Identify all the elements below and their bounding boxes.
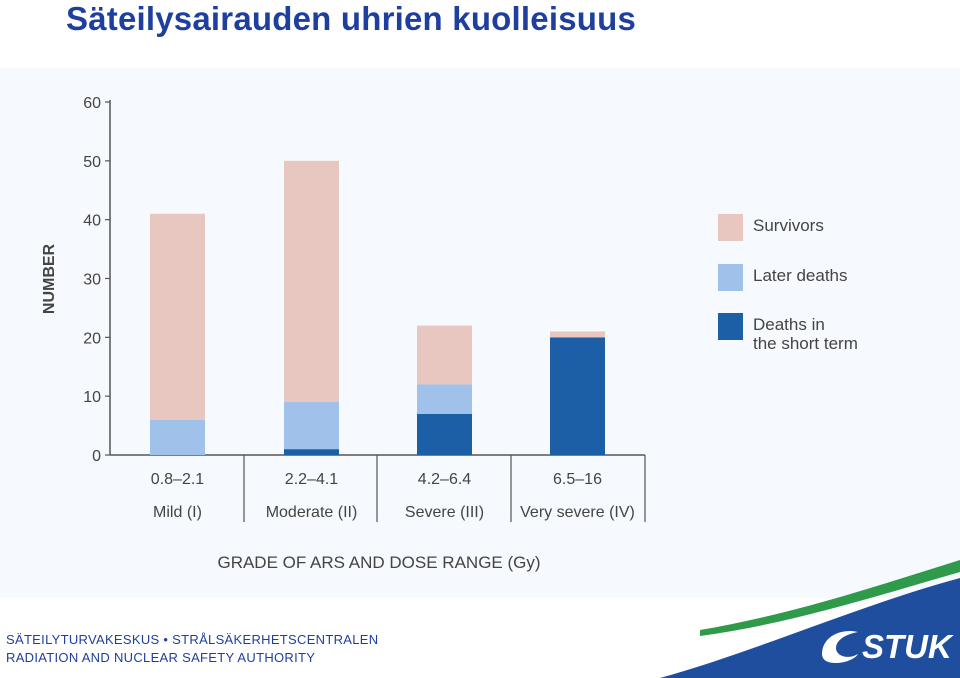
y-tick-label: 50 (83, 154, 101, 171)
bar-later-deaths (150, 419, 205, 455)
stacked-bar-chart: 0 10 20 30 40 50 60 NUMBER 0.8–2.1 Mild (I) 2.2–4.… (41, 95, 858, 572)
bar-short-term-deaths (550, 337, 605, 455)
legend-label: Later deaths (753, 266, 848, 285)
y-tick-label: 40 (83, 213, 101, 230)
legend-label: the short term (753, 334, 858, 353)
bar-survivors (284, 160, 339, 403)
footer-swoosh-green (700, 560, 960, 636)
category-dose-label: 4.2–6.4 (418, 471, 471, 488)
category-grade-label: Very severe (IV) (520, 504, 635, 521)
bar-survivors (550, 331, 605, 338)
stuk-logo: STUK (822, 628, 954, 665)
y-tick-label: 30 (83, 272, 101, 289)
y-tick-label: 60 (83, 95, 101, 112)
legend-label: Deaths in (753, 315, 825, 334)
stuk-logo-mark-icon (822, 630, 858, 664)
bar-short-term-deaths (284, 449, 339, 455)
slide-title: Säteilysairauden uhrien kuolleisuus (66, 0, 637, 37)
category-grade-label: Severe (III) (405, 504, 484, 521)
legend-label: Survivors (753, 216, 824, 235)
y-tick-label: 10 (83, 389, 101, 406)
footer-org-line: SÄTEILYTURVAKESKUS • STRÅLSÄKERHETSCENTR… (6, 632, 379, 647)
y-axis-label: NUMBER (41, 243, 58, 314)
category-grade-label: Mild (I) (153, 504, 202, 521)
y-tick-label: 0 (92, 448, 101, 465)
bar-later-deaths (284, 402, 339, 450)
legend-swatch-survivors (718, 214, 743, 241)
bar-survivors (150, 213, 205, 420)
category-dose-label: 6.5–16 (553, 471, 602, 488)
footer-org-line-en: RADIATION AND NUCLEAR SAFETY AUTHORITY (6, 650, 316, 665)
legend-swatch-short-term-deaths (718, 313, 743, 340)
footer-swoosh-blue (660, 578, 960, 678)
bar-survivors (417, 325, 472, 385)
bar-short-term-deaths (417, 413, 472, 455)
category-dose-label: 2.2–4.1 (285, 471, 338, 488)
category-grade-label: Moderate (II) (266, 504, 358, 521)
stuk-logo-text: STUK (862, 628, 954, 665)
x-axis-label: GRADE OF ARS AND DOSE RANGE (Gy) (217, 553, 540, 572)
category-dose-label: 0.8–2.1 (151, 471, 204, 488)
y-tick-label: 20 (83, 330, 101, 347)
chart-panel: 0 10 20 30 40 50 60 NUMBER 0.8–2.1 Mild (I) 2.2–4.… (0, 68, 960, 598)
bar-later-deaths (417, 384, 472, 414)
legend-swatch-later-deaths (718, 264, 743, 291)
